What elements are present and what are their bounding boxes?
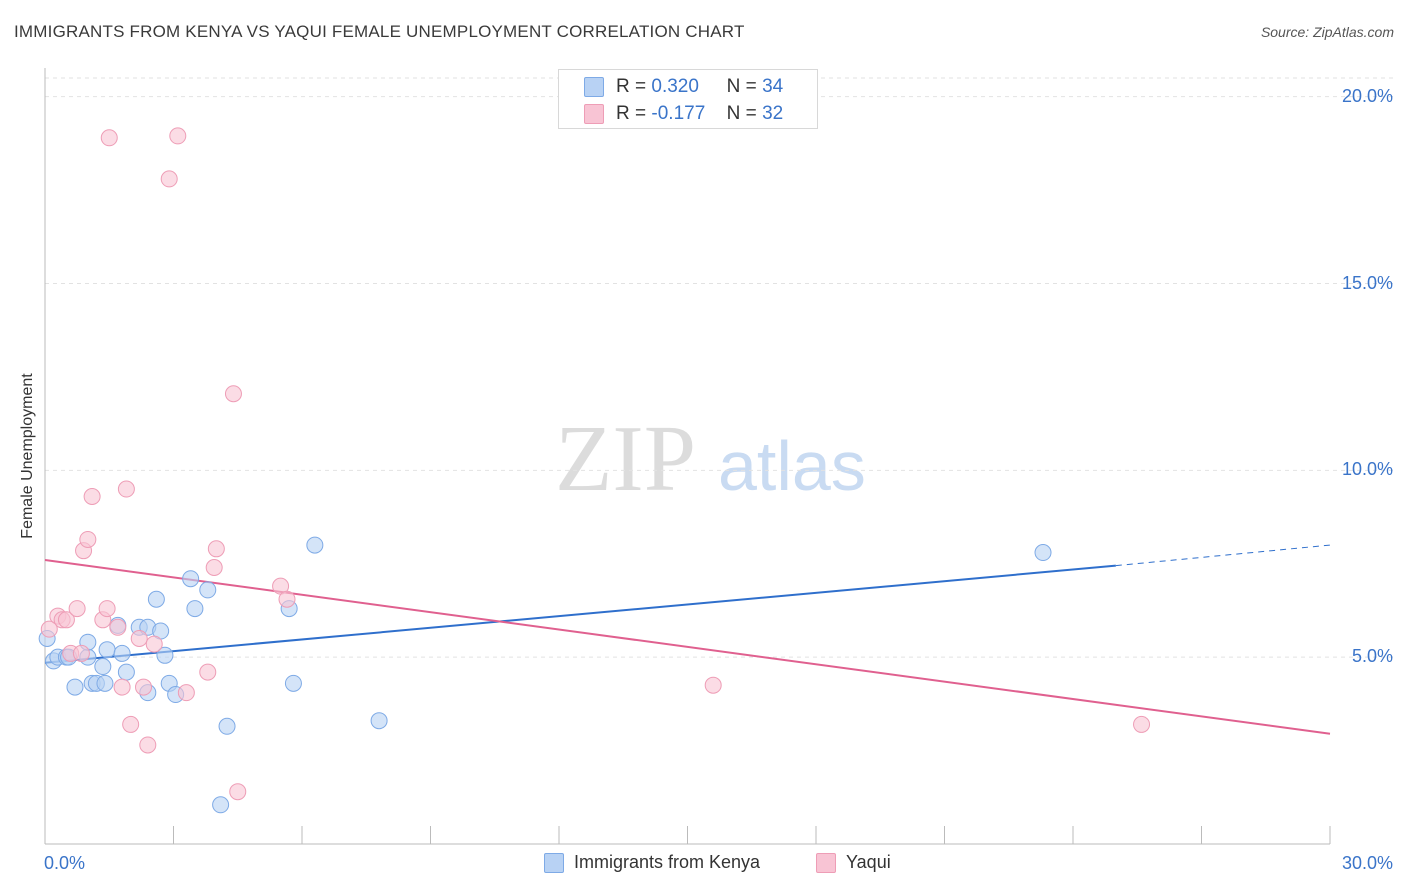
kenya-point (212, 796, 230, 814)
series-legend: Immigrants from Kenya Yaqui (0, 852, 1406, 878)
kenya-trend-line (44, 564, 1116, 664)
trend-lines (44, 544, 1331, 735)
y-tick-label: 5.0% (1351, 646, 1393, 667)
yaqui-point (40, 620, 58, 638)
chart-title: IMMIGRANTS FROM KENYA VS YAQUI FEMALE UN… (14, 22, 745, 41)
legend-swatch-kenya (584, 77, 604, 97)
kenya-point (66, 678, 84, 696)
yaqui-point (113, 678, 131, 696)
series-yaqui-points (40, 127, 1151, 801)
kenya-point (306, 536, 324, 554)
kenya-point (186, 600, 204, 618)
legend-n-value: 32 (762, 103, 784, 124)
kenya-point (147, 590, 165, 608)
legend-row-kenya: R = 0.320 N = 34 (584, 76, 783, 98)
yaqui-point (57, 611, 75, 629)
yaqui-point (145, 635, 163, 653)
kenya-point (218, 717, 236, 735)
legend-row-yaqui: R = -0.177 N = 32 (584, 103, 783, 125)
kenya-point (113, 644, 131, 662)
x-tick-label: 0.0% (44, 853, 86, 873)
legend-swatch-yaqui (584, 104, 604, 124)
kenya-point (199, 581, 217, 599)
legend-r-value: 0.320 (651, 76, 699, 97)
kenya-point (1034, 544, 1052, 562)
kenya-trend-extension (1115, 544, 1331, 567)
legend-r-label: R = (616, 103, 647, 124)
legend-item-kenya[interactable]: Immigrants from Kenya (544, 852, 760, 873)
yaqui-point (83, 487, 101, 505)
watermark: ZIP atlas (555, 407, 866, 511)
yaqui-point (117, 480, 135, 498)
yaqui-point (100, 129, 118, 147)
y-tick-label: 20.0% (1341, 85, 1393, 106)
legend-swatch-kenya (544, 852, 564, 873)
y-tick-label: 10.0% (1341, 459, 1393, 480)
yaqui-point (139, 736, 157, 754)
yaqui-trend-line (44, 559, 1331, 735)
kenya-point (98, 641, 116, 659)
yaqui-point (278, 590, 296, 608)
legend-r-value: -0.177 (651, 103, 706, 124)
yaqui-point (205, 558, 223, 576)
yaqui-point (122, 715, 140, 733)
yaqui-point (1133, 715, 1151, 733)
yaqui-point (130, 629, 148, 647)
yaqui-point (79, 530, 97, 548)
yaqui-point (229, 783, 247, 801)
legend-label-yaqui: Yaqui (846, 852, 891, 872)
yaqui-point (98, 600, 116, 618)
kenya-point (96, 674, 114, 692)
axes (44, 68, 1331, 845)
yaqui-point (704, 676, 722, 694)
yaqui-point (72, 644, 90, 662)
kenya-point (156, 646, 174, 664)
legend-r-label: R = (616, 76, 647, 97)
correlation-legend: R = 0.320 N = 34 R = -0.177 N = 32 (558, 69, 818, 129)
watermark-zip: ZIP (555, 407, 696, 511)
gridlines (45, 77, 1395, 658)
kenya-point (94, 658, 112, 676)
watermark-atlas: atlas (718, 427, 866, 505)
yaqui-point (199, 663, 217, 681)
kenya-point (370, 712, 388, 730)
yaqui-point (207, 540, 225, 558)
yaqui-point (135, 678, 153, 696)
yaqui-point (224, 385, 242, 403)
legend-item-yaqui[interactable]: Yaqui (816, 852, 891, 873)
yaqui-point (169, 127, 187, 145)
yaqui-point (109, 618, 127, 636)
legend-n-label: N = (726, 103, 757, 124)
kenya-point (284, 674, 302, 692)
legend-label-kenya: Immigrants from Kenya (574, 852, 761, 872)
y-tick-label: 15.0% (1341, 272, 1393, 293)
yaqui-point (160, 170, 178, 188)
x-tick-label: 30.0% (1341, 853, 1393, 873)
yaqui-point (177, 684, 195, 702)
legend-swatch-yaqui (816, 852, 836, 873)
source-credit: Source: ZipAtlas.com (1260, 24, 1394, 40)
yaqui-point (68, 600, 86, 618)
legend-n-value: 34 (762, 76, 784, 97)
kenya-point (117, 663, 135, 681)
kenya-point (182, 570, 200, 588)
legend-n-label: N = (726, 76, 757, 97)
